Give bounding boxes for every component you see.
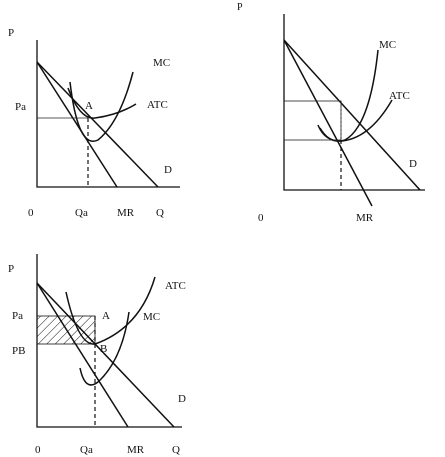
d3-atc-curve bbox=[65, 276, 156, 345]
d3-axes bbox=[36, 254, 182, 428]
d2-demand-label: D bbox=[409, 158, 417, 170]
d2-mr-curve bbox=[283, 39, 373, 207]
d2-box bbox=[283, 100, 342, 141]
d2-atc-label: ATC bbox=[389, 90, 410, 102]
d3-point-b-label: B bbox=[100, 343, 107, 355]
d1-mc-label: MC bbox=[153, 57, 170, 69]
d1-quantity-label: Qa bbox=[75, 207, 88, 219]
d3-atc-label: ATC bbox=[165, 280, 186, 292]
d3-price-b-label: PB bbox=[12, 345, 25, 357]
d2-atc-curve bbox=[317, 99, 393, 142]
d1-mr-label: MR bbox=[117, 207, 135, 219]
d1-price-label: Pa bbox=[15, 101, 26, 113]
d1-axes bbox=[36, 40, 180, 188]
d3-quantity-label: Qa bbox=[80, 444, 93, 456]
d3-mc-curve bbox=[79, 311, 130, 386]
d1-demand-curve bbox=[36, 61, 159, 188]
d3-x-axis-label: Q bbox=[172, 444, 180, 456]
diagram-1: P Pa A MC ATC D 0 Qa MR Q bbox=[8, 27, 180, 219]
d3-demand-label: D bbox=[178, 393, 186, 405]
d1-atc-curve bbox=[67, 87, 137, 119]
d1-demand-label: D bbox=[164, 164, 172, 176]
d2-y-axis-label: P bbox=[237, 2, 243, 13]
d3-origin-label: 0 bbox=[35, 444, 41, 456]
d1-y-axis-label: P bbox=[8, 27, 14, 39]
d1-point-a-label: A bbox=[85, 100, 93, 112]
d3-mc-label: MC bbox=[143, 311, 160, 323]
d2-mr-label: MR bbox=[356, 212, 374, 224]
d3-mr-curve bbox=[36, 282, 129, 428]
d3-price-a-label: Pa bbox=[12, 310, 23, 322]
diagram-2: P MC ATC D 0 MR bbox=[237, 2, 425, 224]
d3-y-axis-label: P bbox=[8, 263, 14, 275]
d2-origin-label: 0 bbox=[258, 212, 264, 224]
d2-demand-curve bbox=[283, 39, 421, 191]
d1-mr-curve bbox=[36, 61, 118, 188]
d1-origin-label: 0 bbox=[28, 207, 34, 219]
d2-mc-label: MC bbox=[379, 39, 396, 51]
diagram-3: P Pa PB A B ATC MC D 0 Qa MR Q bbox=[8, 254, 186, 456]
d2-mc-curve bbox=[319, 49, 379, 142]
d1-atc-label: ATC bbox=[147, 99, 168, 111]
d1-mc-curve bbox=[69, 71, 134, 142]
d3-demand-curve bbox=[36, 282, 175, 428]
d3-point-a-label: A bbox=[102, 310, 110, 322]
d1-x-axis-label: Q bbox=[156, 207, 164, 219]
d3-mr-label: MR bbox=[127, 444, 145, 456]
d2-axes bbox=[283, 14, 425, 191]
